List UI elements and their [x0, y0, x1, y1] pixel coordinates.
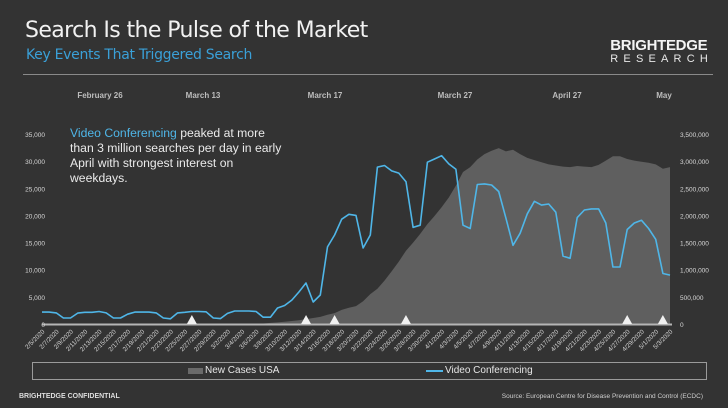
- y-left-tick-label: 5,000: [29, 295, 46, 302]
- y-right-tick-label: 0: [680, 322, 684, 329]
- logo-line2: RESEARCH: [610, 53, 713, 65]
- event-label: March 27: [438, 91, 473, 100]
- event-label: February 26: [77, 91, 123, 100]
- source-note: Source: European Centre for Disease Prev…: [501, 393, 703, 400]
- event-label: April 27: [552, 91, 582, 100]
- event-marker-icon: [301, 315, 312, 324]
- event-label: March 17: [308, 91, 343, 100]
- legend-label-cases: New Cases USA: [205, 365, 280, 376]
- confidential-label: BRIGHTEDGE CONFIDENTIAL: [19, 393, 120, 400]
- legend-label-video: Video Conferencing: [445, 365, 533, 376]
- y-right-tick-label: 3,500,000: [680, 132, 709, 139]
- logo-line1: BRIGHTEDGE: [610, 37, 708, 54]
- y-right-tick-label: 2,000,000: [680, 213, 709, 220]
- brightedge-logo: BRIGHTEDGE RESEARCH: [610, 37, 713, 65]
- y-right-tick-label: 2,500,000: [680, 186, 709, 193]
- chart-legend: New Cases USA Video Conferencing: [32, 362, 707, 380]
- page-subtitle: Key Events That Triggered Search: [26, 47, 253, 63]
- event-marker-icon: [186, 315, 197, 324]
- header-divider: [23, 74, 713, 75]
- y-left-tick-label: 20,000: [25, 213, 45, 220]
- y-left-tick-label: 25,000: [25, 186, 45, 193]
- video-conferencing-line: [42, 154, 671, 320]
- y-left-tick-label: 35,000: [25, 132, 45, 139]
- annotation: Video Conferencing peaked at more than 3…: [70, 126, 285, 186]
- event-label: May: [656, 91, 672, 100]
- event-marker-icon: [329, 315, 340, 324]
- y-right-tick-label: 1,000,000: [680, 268, 709, 275]
- legend-swatch-area: [188, 367, 203, 374]
- y-left-tick-label: 10,000: [25, 268, 45, 275]
- page-title: Search Is the Pulse of the Market: [25, 18, 368, 43]
- y-left-tick-label: 15,000: [25, 241, 45, 248]
- y-right-tick-label: 1,500,000: [680, 241, 709, 248]
- legend-item-cases: New Cases USA: [188, 365, 279, 376]
- y-left-tick-label: 30,000: [25, 159, 45, 166]
- event-label: March 13: [186, 91, 221, 100]
- new-cases-area: [42, 148, 670, 324]
- y-left-tick-label: 0: [41, 322, 45, 329]
- legend-item-video: Video Conferencing: [426, 365, 533, 376]
- annotation-text: peaked at more than 3 million searches p…: [70, 126, 282, 185]
- event-marker-icon: [622, 315, 633, 324]
- legend-swatch-line: [426, 369, 443, 372]
- annotation-highlight: Video Conferencing: [70, 126, 177, 140]
- y-right-tick-label: 3,000,000: [680, 159, 709, 166]
- y-right-tick-label: 500,000: [680, 295, 704, 302]
- event-marker-icon: [400, 315, 411, 324]
- event-marker-icon: [657, 315, 668, 324]
